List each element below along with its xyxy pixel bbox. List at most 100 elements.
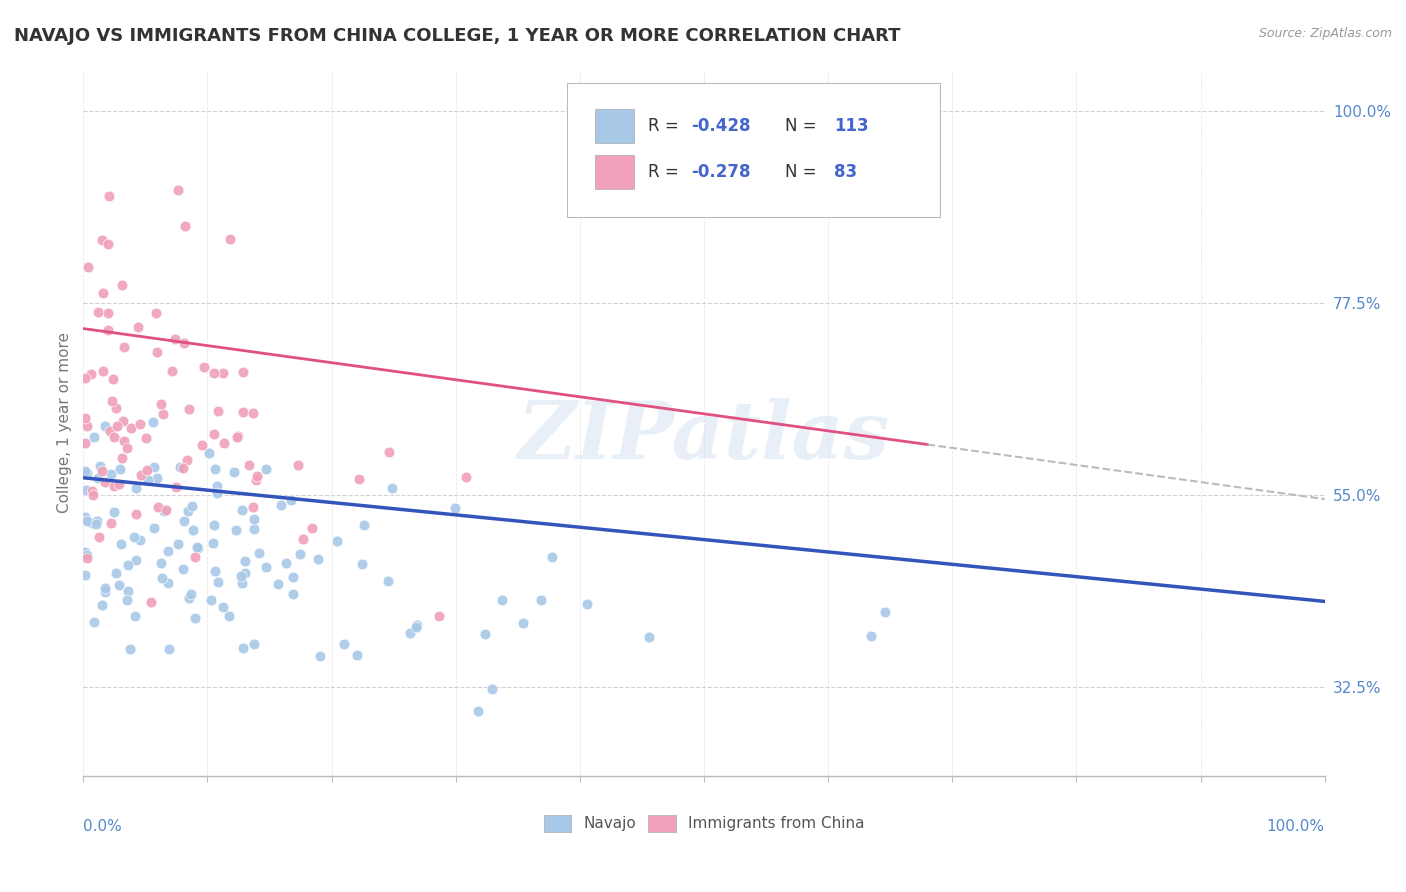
Point xyxy=(128,417,150,431)
Point xyxy=(200,592,222,607)
Point xyxy=(111,414,134,428)
Point xyxy=(405,620,427,634)
Point xyxy=(124,481,146,495)
Point xyxy=(202,427,225,442)
Point xyxy=(173,219,195,234)
Point xyxy=(353,517,375,532)
Point xyxy=(530,593,553,607)
Point xyxy=(224,466,246,480)
Point xyxy=(242,500,264,515)
Point xyxy=(150,571,173,585)
Point xyxy=(97,306,120,320)
Point xyxy=(540,550,562,565)
Point xyxy=(399,626,422,640)
Point xyxy=(512,616,534,631)
Point xyxy=(173,336,195,351)
Point xyxy=(76,467,98,481)
Point xyxy=(155,503,177,517)
Point xyxy=(165,480,187,494)
Point xyxy=(202,535,225,549)
Point xyxy=(145,471,167,485)
Point xyxy=(347,472,370,486)
Point xyxy=(332,638,354,652)
Point xyxy=(129,533,152,548)
Point xyxy=(111,450,134,465)
Point xyxy=(89,458,111,473)
Point xyxy=(73,435,96,450)
Point xyxy=(281,570,304,584)
Point xyxy=(94,581,117,595)
Point xyxy=(166,537,188,551)
Point xyxy=(212,600,235,615)
Text: N =: N = xyxy=(785,163,821,181)
Point xyxy=(292,532,315,546)
Point xyxy=(637,630,659,644)
Point xyxy=(100,467,122,482)
Point xyxy=(115,441,138,455)
Text: 83: 83 xyxy=(834,163,858,181)
Point xyxy=(325,534,347,549)
Point xyxy=(122,530,145,544)
Point xyxy=(352,557,374,571)
Point xyxy=(125,508,148,522)
Point xyxy=(204,564,226,578)
Point xyxy=(228,429,250,443)
Point xyxy=(254,559,277,574)
Point xyxy=(76,418,98,433)
Text: N =: N = xyxy=(785,117,821,135)
Point xyxy=(77,260,100,274)
Point xyxy=(146,345,169,359)
Point xyxy=(181,523,204,537)
Text: 100.0%: 100.0% xyxy=(1267,819,1324,834)
Text: -0.428: -0.428 xyxy=(692,117,751,135)
Point xyxy=(91,286,114,301)
Point xyxy=(193,360,215,375)
Point xyxy=(184,549,207,564)
Point xyxy=(103,430,125,444)
Point xyxy=(307,552,329,566)
Point xyxy=(90,464,112,478)
Point xyxy=(143,460,166,475)
Point xyxy=(125,553,148,567)
Point xyxy=(83,615,105,629)
Point xyxy=(232,405,254,419)
FancyBboxPatch shape xyxy=(595,155,634,189)
Point xyxy=(198,446,221,460)
Point xyxy=(104,401,127,415)
Point xyxy=(186,540,208,554)
Point xyxy=(225,524,247,538)
Point xyxy=(93,475,115,490)
Point xyxy=(105,419,128,434)
Point xyxy=(219,232,242,246)
Point xyxy=(101,371,124,385)
Point xyxy=(281,587,304,601)
Point xyxy=(245,473,267,487)
Point xyxy=(211,366,233,380)
Text: 0.0%: 0.0% xyxy=(83,819,122,834)
Point xyxy=(491,593,513,607)
Point xyxy=(73,410,96,425)
Text: Source: ZipAtlas.com: Source: ZipAtlas.com xyxy=(1258,27,1392,40)
Point xyxy=(860,629,883,643)
Point xyxy=(231,503,253,517)
Point xyxy=(169,460,191,475)
Point xyxy=(207,403,229,417)
Point xyxy=(243,637,266,651)
Point xyxy=(73,371,96,385)
Point xyxy=(309,648,332,663)
Point xyxy=(179,402,201,417)
Point xyxy=(118,642,141,657)
Point xyxy=(143,521,166,535)
Point xyxy=(243,512,266,526)
Point xyxy=(82,483,104,498)
Point xyxy=(202,366,225,380)
Point xyxy=(75,464,97,478)
Point xyxy=(97,323,120,337)
Point xyxy=(474,626,496,640)
Point xyxy=(108,461,131,475)
Point xyxy=(205,479,228,493)
Point xyxy=(429,608,451,623)
Point xyxy=(156,575,179,590)
Point xyxy=(105,566,128,580)
Point xyxy=(177,503,200,517)
